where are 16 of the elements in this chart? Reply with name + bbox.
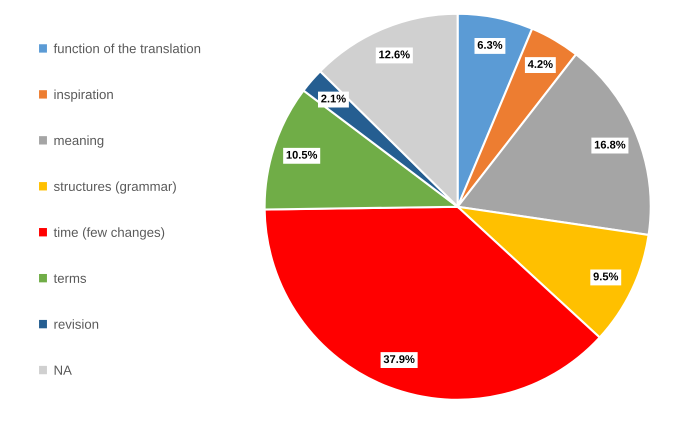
legend-label: function of the translation <box>54 44 200 54</box>
data-label: 4.2% <box>528 60 553 68</box>
legend-label: NA <box>54 366 72 375</box>
legend-label: time (few changes) <box>54 227 164 240</box>
data-label: 2.1% <box>321 94 346 102</box>
data-label: 10.5% <box>286 150 318 159</box>
legend-label: terms <box>54 274 86 283</box>
data-label: 9.5% <box>593 272 618 280</box>
legend-label: revision <box>54 319 98 329</box>
legend-label: structures (grammar) <box>54 181 176 194</box>
data-label: 6.3% <box>478 41 502 49</box>
data-label: 16.8% <box>594 140 626 149</box>
data-label: 37.9% <box>384 355 415 364</box>
legend-label: meaning <box>54 135 104 148</box>
data-label: 12.6% <box>379 50 410 58</box>
legend-label: inspiration <box>54 89 113 102</box>
